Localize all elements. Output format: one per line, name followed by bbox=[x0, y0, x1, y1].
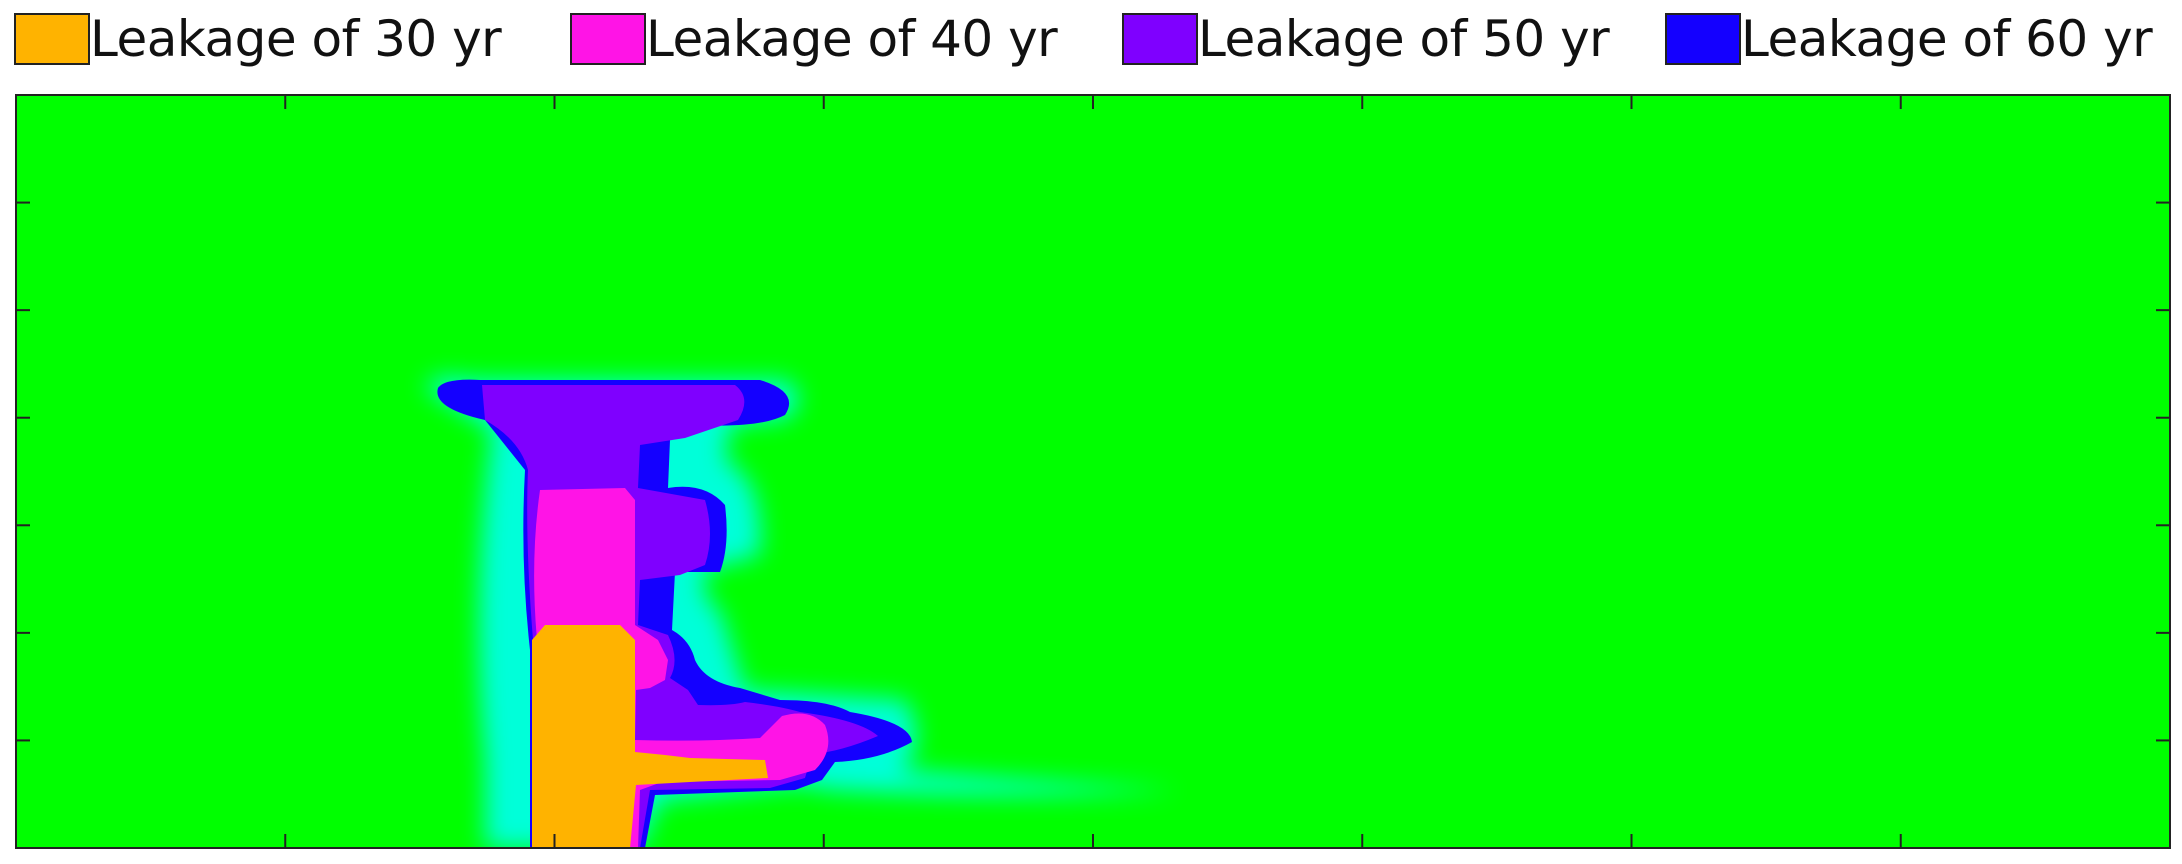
legend-item-50yr: Leakage of 50 yr bbox=[1122, 10, 1610, 68]
axis-ticks bbox=[15, 94, 2171, 849]
legend-label-50yr: Leakage of 50 yr bbox=[1198, 10, 1610, 68]
legend-label-60yr: Leakage of 60 yr bbox=[1741, 10, 2153, 68]
legend-label-40yr: Leakage of 40 yr bbox=[646, 10, 1058, 68]
legend-swatch-60yr bbox=[1665, 13, 1741, 65]
legend-item-40yr: Leakage of 40 yr bbox=[570, 10, 1058, 68]
plume-30yr bbox=[532, 625, 768, 848]
legend-swatch-40yr bbox=[570, 13, 646, 65]
legend-item-30yr: Leakage of 30 yr bbox=[14, 10, 502, 68]
plot-background bbox=[16, 95, 2170, 848]
legend-item-60yr: Leakage of 60 yr bbox=[1665, 10, 2153, 68]
legend: Leakage of 30 yr Leakage of 40 yr Leakag… bbox=[0, 0, 2182, 80]
legend-label-30yr: Leakage of 30 yr bbox=[90, 10, 502, 68]
legend-swatch-30yr bbox=[14, 13, 90, 65]
legend-swatch-50yr bbox=[1122, 13, 1198, 65]
